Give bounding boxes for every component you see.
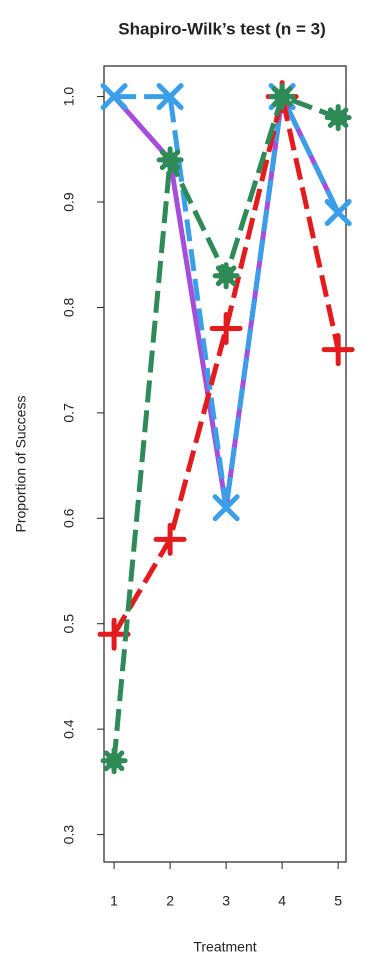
marker [212,494,240,522]
series-line [111,94,341,636]
y-tick-label: 0.7 [61,403,77,423]
marker [156,83,184,111]
y-tick-label: 0.4 [61,719,77,739]
marker [321,333,355,367]
y-tick-label: 0.3 [61,825,77,845]
x-tick-label: 1 [110,893,118,909]
marker [324,199,352,227]
marker [212,262,240,290]
y-tick-label: 0.6 [61,508,77,528]
series-line [114,94,341,511]
plot-frame [103,65,347,863]
marker [153,522,187,556]
y-tick-label: 0.9 [61,192,77,212]
y-tick-label: 0.8 [61,297,77,317]
marker [100,747,128,775]
x-axis-label: Treatment [193,939,256,955]
chart-title: Shapiro-Wilk’s test (n = 3) [118,19,326,38]
marker [324,104,352,132]
x-tick-label: 4 [278,893,286,909]
y-axis-label: Proportion of Success [13,396,29,533]
series-line [112,94,341,511]
marker [100,83,128,111]
y-tick-label: 0.5 [61,614,77,634]
marker [268,83,296,111]
x-tick-label: 2 [166,893,174,909]
marker [156,146,184,174]
y-tick-label: 1.0 [61,87,77,107]
x-tick-label: 5 [334,893,342,909]
marker [209,312,243,346]
x-tick-label: 3 [222,893,230,909]
